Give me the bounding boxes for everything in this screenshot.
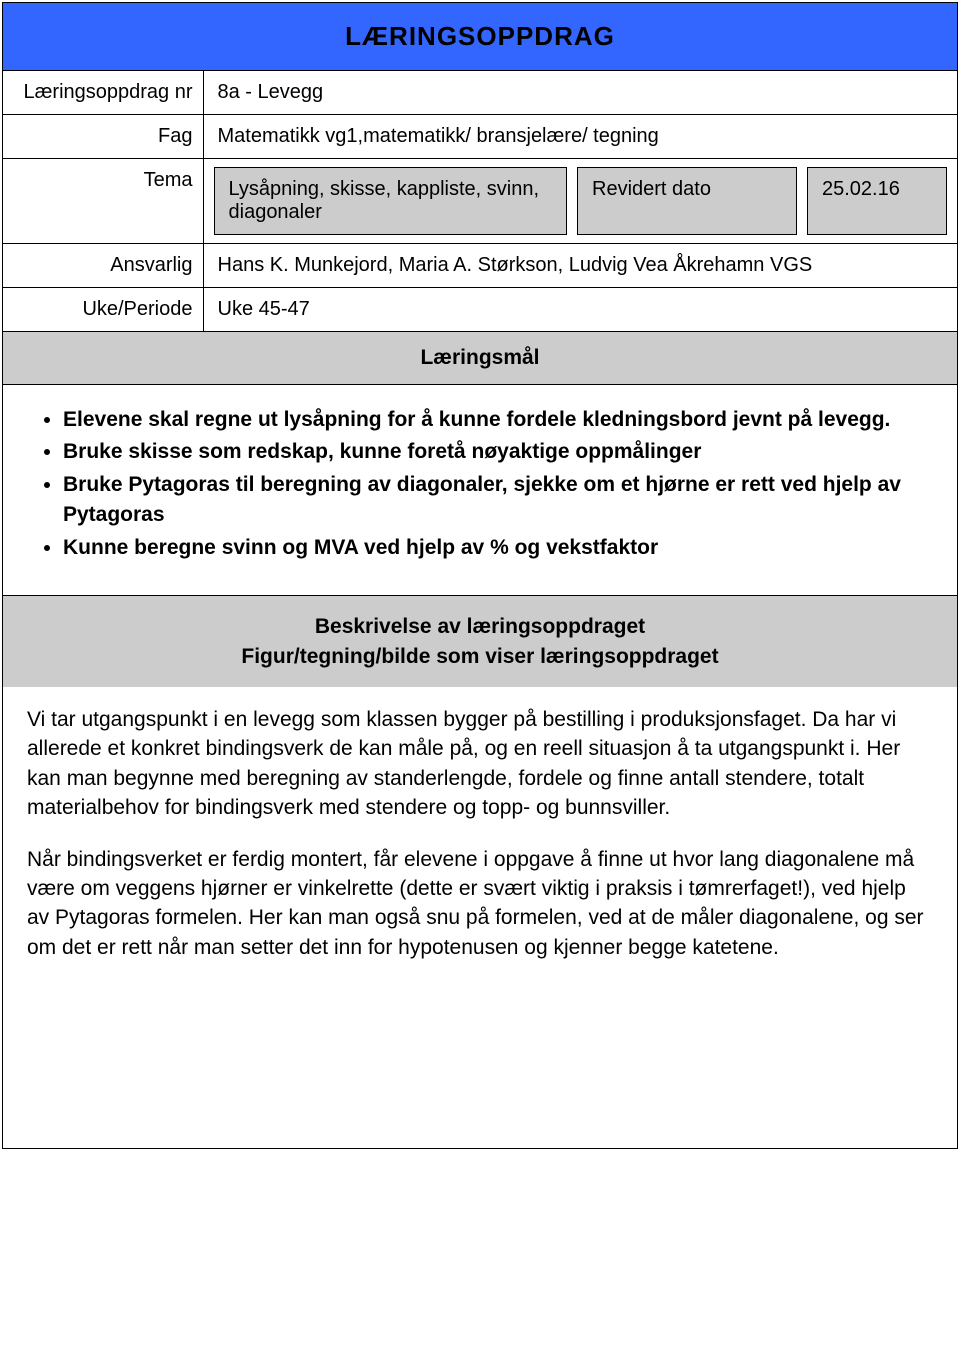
value-ansvarlig: Hans K. Munkejord, Maria A. Størkson, Lu… — [203, 244, 957, 288]
description-header-line2: Figur/tegning/bilde som viser læringsopp… — [241, 645, 718, 668]
document-title: LÆRINGSOPPDRAG — [345, 21, 615, 51]
tema-inner: Lysåpning, skisse, kappliste, svinn, dia… — [214, 167, 948, 235]
value-nr: 8a - Levegg — [203, 71, 957, 115]
row-tema: Tema Lysåpning, skisse, kappliste, svinn… — [3, 159, 957, 244]
paragraph: Når bindingsverket er ferdig montert, få… — [27, 845, 933, 963]
label-uke: Uke/Periode — [3, 288, 203, 332]
label-tema: Tema — [3, 159, 203, 244]
title-bar: LÆRINGSOPPDRAG — [3, 3, 957, 71]
goal-item: Bruke Pytagoras til beregning av diagona… — [63, 470, 927, 531]
row-uke: Uke/Periode Uke 45-47 — [3, 288, 957, 332]
goal-item: Elevene skal regne ut lysåpning for å ku… — [63, 405, 927, 435]
goals-list: Elevene skal regne ut lysåpning for å ku… — [33, 405, 927, 563]
row-nr: Læringsoppdrag nr 8a - Levegg — [3, 71, 957, 115]
goals-section: Elevene skal regne ut lysåpning for å ku… — [3, 385, 957, 595]
goal-item: Kunne beregne svinn og MVA ved hjelp av … — [63, 533, 927, 563]
tema-revised-label: Revidert dato — [577, 167, 797, 235]
paragraph: Vi tar utgangspunkt i en levegg som klas… — [27, 705, 933, 823]
goals-header: Læringsmål — [3, 332, 957, 385]
description-header-line1: Beskrivelse av læringsoppdraget — [315, 615, 645, 638]
goal-item: Bruke skisse som redskap, kunne foretå n… — [63, 437, 927, 467]
document-frame: LÆRINGSOPPDRAG Læringsoppdrag nr 8a - Le… — [2, 2, 958, 1149]
label-ansvarlig: Ansvarlig — [3, 244, 203, 288]
description-header: Beskrivelse av læringsoppdraget Figur/te… — [3, 595, 957, 687]
tema-description: Lysåpning, skisse, kappliste, svinn, dia… — [214, 167, 568, 235]
row-fag: Fag Matematikk vg1,matematikk/ bransjelæ… — [3, 115, 957, 159]
value-fag: Matematikk vg1,matematikk/ bransjelære/ … — [203, 115, 957, 159]
meta-table: Læringsoppdrag nr 8a - Levegg Fag Matema… — [3, 71, 957, 332]
bottom-spacer — [27, 984, 933, 1124]
label-fag: Fag — [3, 115, 203, 159]
label-nr: Læringsoppdrag nr — [3, 71, 203, 115]
description-body: Vi tar utgangspunkt i en levegg som klas… — [3, 687, 957, 1148]
value-uke: Uke 45-47 — [203, 288, 957, 332]
row-ansvarlig: Ansvarlig Hans K. Munkejord, Maria A. St… — [3, 244, 957, 288]
tema-revised-date: 25.02.16 — [807, 167, 947, 235]
